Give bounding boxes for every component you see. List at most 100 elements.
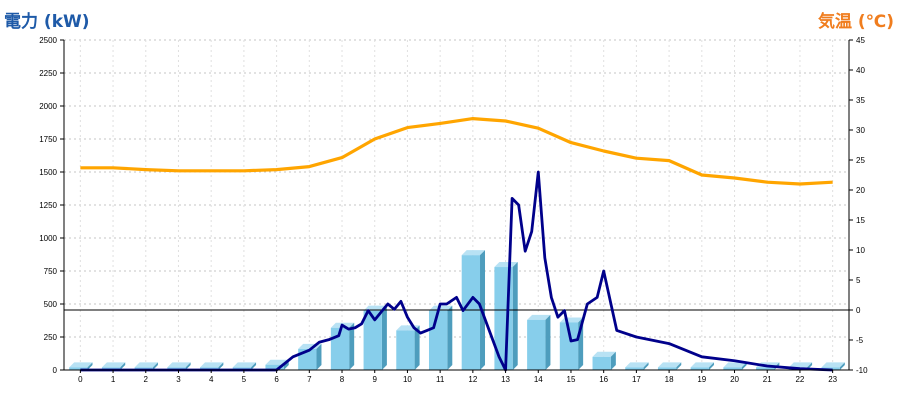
x-tick-label: 11 [436, 375, 445, 384]
bar-front [363, 310, 382, 370]
bar-top [527, 314, 551, 320]
bar-front [69, 367, 88, 370]
right-tick-label: 15 [856, 216, 865, 225]
bar-side [839, 362, 845, 370]
temperature-line [80, 116, 833, 186]
bar-top [625, 362, 649, 368]
x-tick-label: 16 [599, 375, 608, 384]
left-tick-label: 0 [53, 366, 58, 375]
bar-top [200, 362, 224, 368]
bar-front [265, 364, 284, 370]
bar-side [414, 325, 420, 370]
x-tick-label: 0 [78, 375, 83, 384]
x-tick-label: 6 [274, 375, 279, 384]
bar-top [69, 362, 93, 368]
bar-front [690, 367, 709, 370]
right-axis-title: 気温 (℃) [817, 12, 894, 32]
bar [527, 314, 551, 370]
bar [559, 317, 584, 370]
right-tick-label: 45 [856, 36, 865, 45]
bar-side [349, 322, 355, 370]
bar-top [821, 362, 845, 368]
bar-top [134, 362, 158, 368]
x-tick-label: 18 [665, 375, 674, 384]
bar-top [788, 362, 813, 368]
bar-front [756, 367, 775, 370]
bar-front [625, 367, 644, 370]
bar-front [592, 356, 611, 370]
bar-side [447, 305, 453, 370]
bar-front [559, 322, 579, 370]
left-tick-label: 2250 [39, 69, 57, 78]
bar-top [723, 362, 747, 368]
bar [592, 351, 616, 370]
bar-top [428, 305, 453, 311]
x-tick-label: 7 [307, 375, 312, 384]
x-tick-label: 9 [373, 375, 378, 384]
bar-side [643, 362, 649, 370]
right-tick-label: 30 [856, 126, 865, 135]
bar-top [232, 362, 257, 368]
bar-side [381, 305, 387, 370]
x-tick-label: 21 [763, 375, 772, 384]
right-tick-label: 20 [856, 186, 865, 195]
bar [428, 305, 453, 370]
right-tick-label: 35 [856, 96, 865, 105]
bar-top [690, 362, 714, 368]
bar-side [316, 343, 322, 370]
bar-front [723, 367, 742, 370]
bar-side [512, 262, 518, 370]
x-tick-label: 20 [730, 375, 739, 384]
bar [396, 325, 420, 370]
left-tick-label: 750 [44, 267, 58, 276]
bar [298, 343, 322, 370]
bar-side [185, 362, 191, 370]
bar-side [676, 362, 682, 370]
bar [723, 362, 747, 370]
x-tick-label: 19 [697, 375, 706, 384]
bar-top [592, 351, 616, 357]
bar-side [610, 351, 616, 370]
x-tick-label: 3 [176, 375, 181, 384]
bar-top [363, 305, 387, 311]
bar-front [527, 319, 546, 370]
bar-side [218, 362, 224, 370]
right-tick-label: 5 [856, 276, 861, 285]
bar-side [251, 362, 257, 370]
bar [625, 362, 649, 370]
bar-side [708, 362, 714, 370]
right-tick-label: 25 [856, 156, 865, 165]
x-tick-label: 15 [567, 375, 576, 384]
bar-side [87, 362, 93, 370]
x-tick-label: 4 [209, 375, 214, 384]
bar-top [494, 262, 518, 268]
bar-front [428, 310, 448, 370]
x-tick-label: 8 [340, 375, 345, 384]
left-tick-label: 1500 [39, 168, 57, 177]
bar-front [657, 367, 677, 370]
bar-side [741, 362, 747, 370]
right-tick-label: 10 [856, 246, 865, 255]
x-tick-label: 1 [111, 375, 116, 384]
x-tick-label: 10 [403, 375, 412, 384]
left-tick-label: 250 [44, 333, 58, 342]
bar [657, 362, 682, 370]
left-tick-label: 1000 [39, 234, 57, 243]
x-tick-label: 2 [144, 375, 149, 384]
left-tick-label: 2000 [39, 102, 57, 111]
bar-top [101, 362, 126, 368]
left-tick-label: 1250 [39, 201, 57, 210]
right-tick-label: -5 [856, 336, 864, 345]
bar-top [461, 250, 486, 256]
right-tick-label: 0 [856, 306, 861, 315]
left-tick-label: 500 [44, 300, 58, 309]
x-tick-label: 13 [501, 375, 510, 384]
left-tick-label: 1750 [39, 135, 57, 144]
x-tick-label: 5 [242, 375, 247, 384]
bar-side [152, 362, 158, 370]
bar [461, 250, 486, 370]
power-line [80, 170, 833, 372]
x-tick-label: 17 [632, 375, 641, 384]
bar-side [120, 362, 126, 370]
